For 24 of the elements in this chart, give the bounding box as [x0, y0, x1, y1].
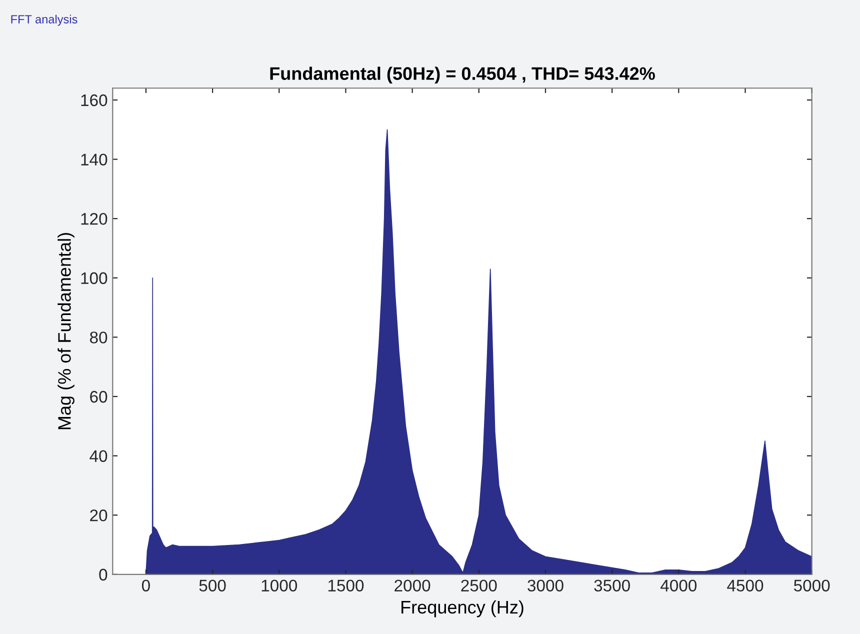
text: FFT analysis — [11, 14, 78, 26]
x-tick-label: 3500 — [594, 580, 630, 592]
x-tick-label: 1000 — [262, 580, 298, 592]
x-tick-label: 500 — [199, 580, 226, 592]
y-tick-label: 120 — [81, 212, 108, 225]
y-tick-label: 100 — [81, 272, 108, 284]
x-tick-label: 0 — [142, 580, 150, 592]
x-tick-label: 2500 — [461, 580, 497, 592]
x-tick-label: 3000 — [528, 580, 564, 592]
y-tick-label: 40 — [90, 450, 108, 462]
y-tick-label: 60 — [90, 390, 108, 403]
x-axis-title: Frequency (Hz) — [402, 600, 524, 618]
x-tick-label: 2000 — [394, 580, 430, 592]
chart-title: Fundamental (50Hz) = 0.4504 , THD= 543.42% — [270, 66, 655, 84]
y-tick-label: 20 — [90, 510, 108, 522]
x-tick-label: 5000 — [794, 580, 830, 592]
y-tick-label: 80 — [90, 332, 108, 344]
x-tick-label: 1500 — [328, 580, 364, 592]
y-tick-label: 140 — [81, 154, 108, 166]
y-tick-label: 0 — [99, 568, 108, 581]
x-tick-label: 4500 — [727, 580, 764, 592]
y-tick-label: 160 — [81, 94, 108, 106]
y-axis-title: Mag (% of Fundamental) — [58, 233, 74, 430]
x-tick-label: 4000 — [660, 580, 697, 592]
